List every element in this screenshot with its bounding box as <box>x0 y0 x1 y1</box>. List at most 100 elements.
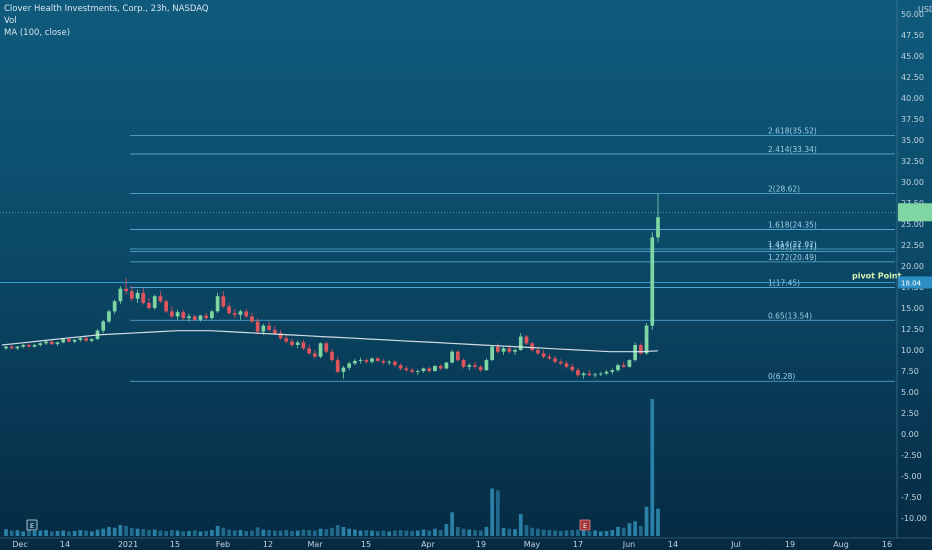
candle-body <box>272 329 277 334</box>
candle-body <box>141 292 146 303</box>
y-tick-label: 22.50 <box>901 241 924 250</box>
candle-body <box>455 351 460 361</box>
candle-body <box>501 348 506 352</box>
volume-bar <box>341 526 346 536</box>
y-tick-label: -10.00 <box>901 514 927 523</box>
volume-bar <box>250 530 254 536</box>
current-price-badge <box>898 203 932 222</box>
earnings-marker <box>579 519 591 531</box>
volume-bar <box>318 528 323 536</box>
candle-body <box>387 361 392 363</box>
legend-vol: Vol <box>4 16 17 26</box>
candle-body <box>558 361 563 364</box>
candle-body <box>421 368 426 371</box>
volume-bar <box>536 528 540 536</box>
volume-bar <box>141 529 146 536</box>
volume-bar <box>307 530 311 536</box>
volume-bar <box>547 530 552 536</box>
candle-body <box>21 344 26 347</box>
volume-bar <box>267 530 271 536</box>
candle-body <box>215 296 220 312</box>
volume-bar <box>484 526 489 536</box>
volume-bar <box>158 530 163 536</box>
y-tick-label: -7.50 <box>901 493 922 502</box>
candle-body <box>112 301 117 312</box>
volume-bar <box>15 530 20 536</box>
volume-bar <box>513 529 517 536</box>
volume-bar <box>78 530 83 536</box>
volume-bar <box>227 529 231 536</box>
candle-body <box>244 311 249 317</box>
x-tick-label: 14 <box>668 540 678 549</box>
volume-bar <box>530 527 535 536</box>
candle-body <box>576 370 580 376</box>
volume-bar <box>272 530 277 536</box>
candle-body <box>587 373 592 376</box>
volume-bar <box>61 530 66 536</box>
volume-bar <box>9 530 14 536</box>
candle-body <box>44 341 48 344</box>
candle-body <box>49 341 54 345</box>
candle-body <box>84 338 88 341</box>
volume-bar <box>152 529 157 536</box>
volume-bar <box>107 526 111 536</box>
candle-body <box>124 288 128 292</box>
candle-body <box>301 342 306 349</box>
x-tick-label: 15 <box>361 540 371 549</box>
candle-body <box>27 344 31 347</box>
volume-bar <box>621 527 626 536</box>
volume-bar <box>576 529 580 536</box>
y-tick-label: 50.00 <box>901 10 924 19</box>
volume-bar <box>656 508 660 536</box>
volume-bar <box>284 530 289 536</box>
x-tick-label: 17 <box>573 540 583 549</box>
y-tick-label: 37.50 <box>901 115 924 124</box>
candle-body <box>341 367 346 372</box>
volume-bar <box>192 530 197 536</box>
volume-bar <box>324 529 329 536</box>
volume-bar <box>101 528 106 536</box>
candle-body <box>118 288 123 302</box>
candle-body <box>644 325 649 354</box>
candle-body <box>415 371 420 372</box>
candle-body <box>375 358 380 361</box>
y-tick-label: -2.50 <box>901 451 922 460</box>
volume-bar <box>421 529 426 536</box>
volume-bar <box>181 531 186 536</box>
volume-bar <box>67 531 71 536</box>
volume-bar <box>261 529 266 536</box>
candle-body <box>192 316 197 320</box>
candle-body <box>147 302 151 308</box>
ma-100-line <box>1 330 659 353</box>
candle-body <box>393 361 397 366</box>
candle-body <box>324 343 329 352</box>
volume-bar <box>353 529 357 536</box>
candle-body <box>598 373 603 375</box>
candle-body <box>129 291 134 299</box>
y-tick-label: 12.50 <box>901 325 924 334</box>
candle-body <box>541 353 546 357</box>
y-tick-label: -5.00 <box>901 472 922 481</box>
fib-label: 2.414(33.34) <box>768 145 817 154</box>
candle-body <box>67 339 71 342</box>
volume-bar <box>604 530 609 536</box>
volume-bar <box>553 530 557 536</box>
ma-line <box>1 330 659 353</box>
pivot-price-badge <box>898 276 932 289</box>
volume-bar <box>370 530 374 536</box>
volume-bar <box>27 529 31 536</box>
fib-label: 0(6.28) <box>768 372 795 381</box>
volume-bar <box>210 530 214 536</box>
volume-bar <box>478 530 483 536</box>
volume-bar <box>461 528 466 536</box>
candle-body <box>547 356 552 359</box>
y-tick-label: 30.00 <box>901 178 924 187</box>
candle-body <box>553 358 557 362</box>
y-tick-label: 15.00 <box>901 304 924 313</box>
candle-body <box>284 338 289 342</box>
volume-bar <box>524 525 529 536</box>
y-tick-label: 42.50 <box>901 73 924 82</box>
legend-ma: MA (100, close) <box>4 28 71 38</box>
